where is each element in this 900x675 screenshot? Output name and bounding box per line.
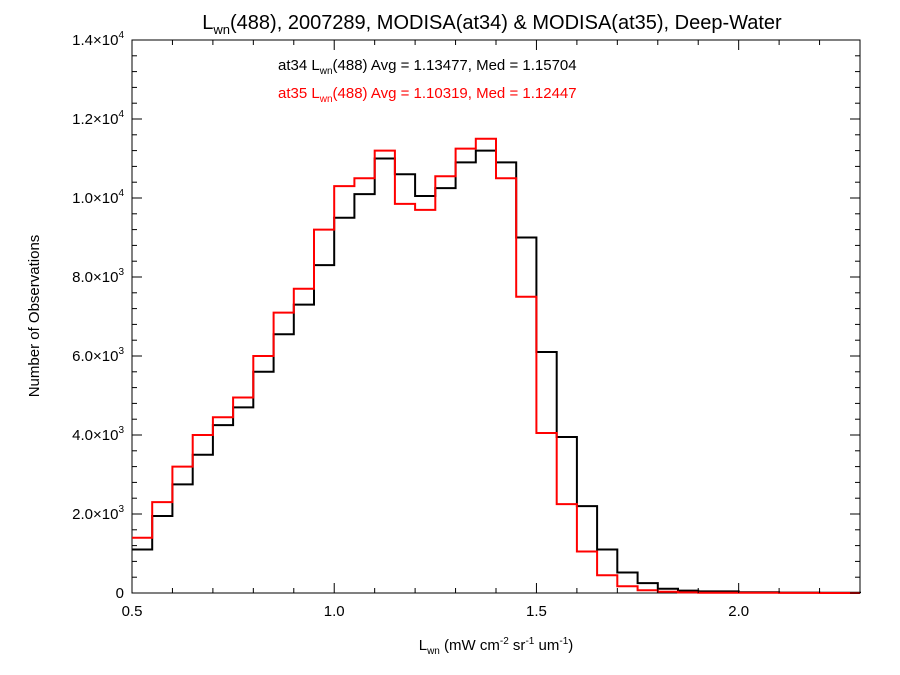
y-tick-label: 4.0×103 (72, 425, 124, 444)
plot-frame (131, 39, 861, 594)
x-tick-label: 1.0 (324, 603, 345, 620)
chart-title: Lwn(488), 2007289, MODISA(at34) & MODISA… (202, 12, 782, 37)
x-axis-label: Lwn (mW cm-2 sr-1 um-1) (419, 636, 574, 657)
x-axis-ticks: 0.5 1.0 1.5 2.0 (122, 40, 861, 620)
series-line-1 (132, 137, 860, 594)
y-tick-label: 1.0×104 (72, 188, 124, 207)
legend: at34 Lwn(488) Avg = 1.13477, Med = 1.157… (278, 57, 577, 105)
y-tick-label: 1.4×104 (72, 30, 124, 49)
x-tick-label: 1.5 (526, 603, 547, 620)
series-layer (132, 137, 861, 594)
y-tick-label: 6.0×103 (72, 346, 124, 365)
y-axis-label: Number of Observations (26, 235, 43, 398)
y-tick-label: 8.0×103 (72, 267, 124, 286)
y-tick-label: 0 (116, 585, 124, 602)
legend-entry-at35: at35 Lwn(488) Avg = 1.10319, Med = 1.124… (278, 85, 577, 105)
y-tick-label: 2.0×103 (72, 504, 124, 523)
y-tick-label: 1.2×104 (72, 109, 124, 128)
y-axis-ticks: 0 2.0×103 4.0×103 6.0×103 8.0×103 1.0×104 1.2×… (72, 30, 860, 602)
legend-entry-at34: at34 Lwn(488) Avg = 1.13477, Med = 1.157… (278, 57, 577, 77)
x-tick-label: 0.5 (122, 603, 143, 620)
series-line-0 (132, 149, 861, 594)
x-tick-label: 2.0 (728, 603, 749, 620)
